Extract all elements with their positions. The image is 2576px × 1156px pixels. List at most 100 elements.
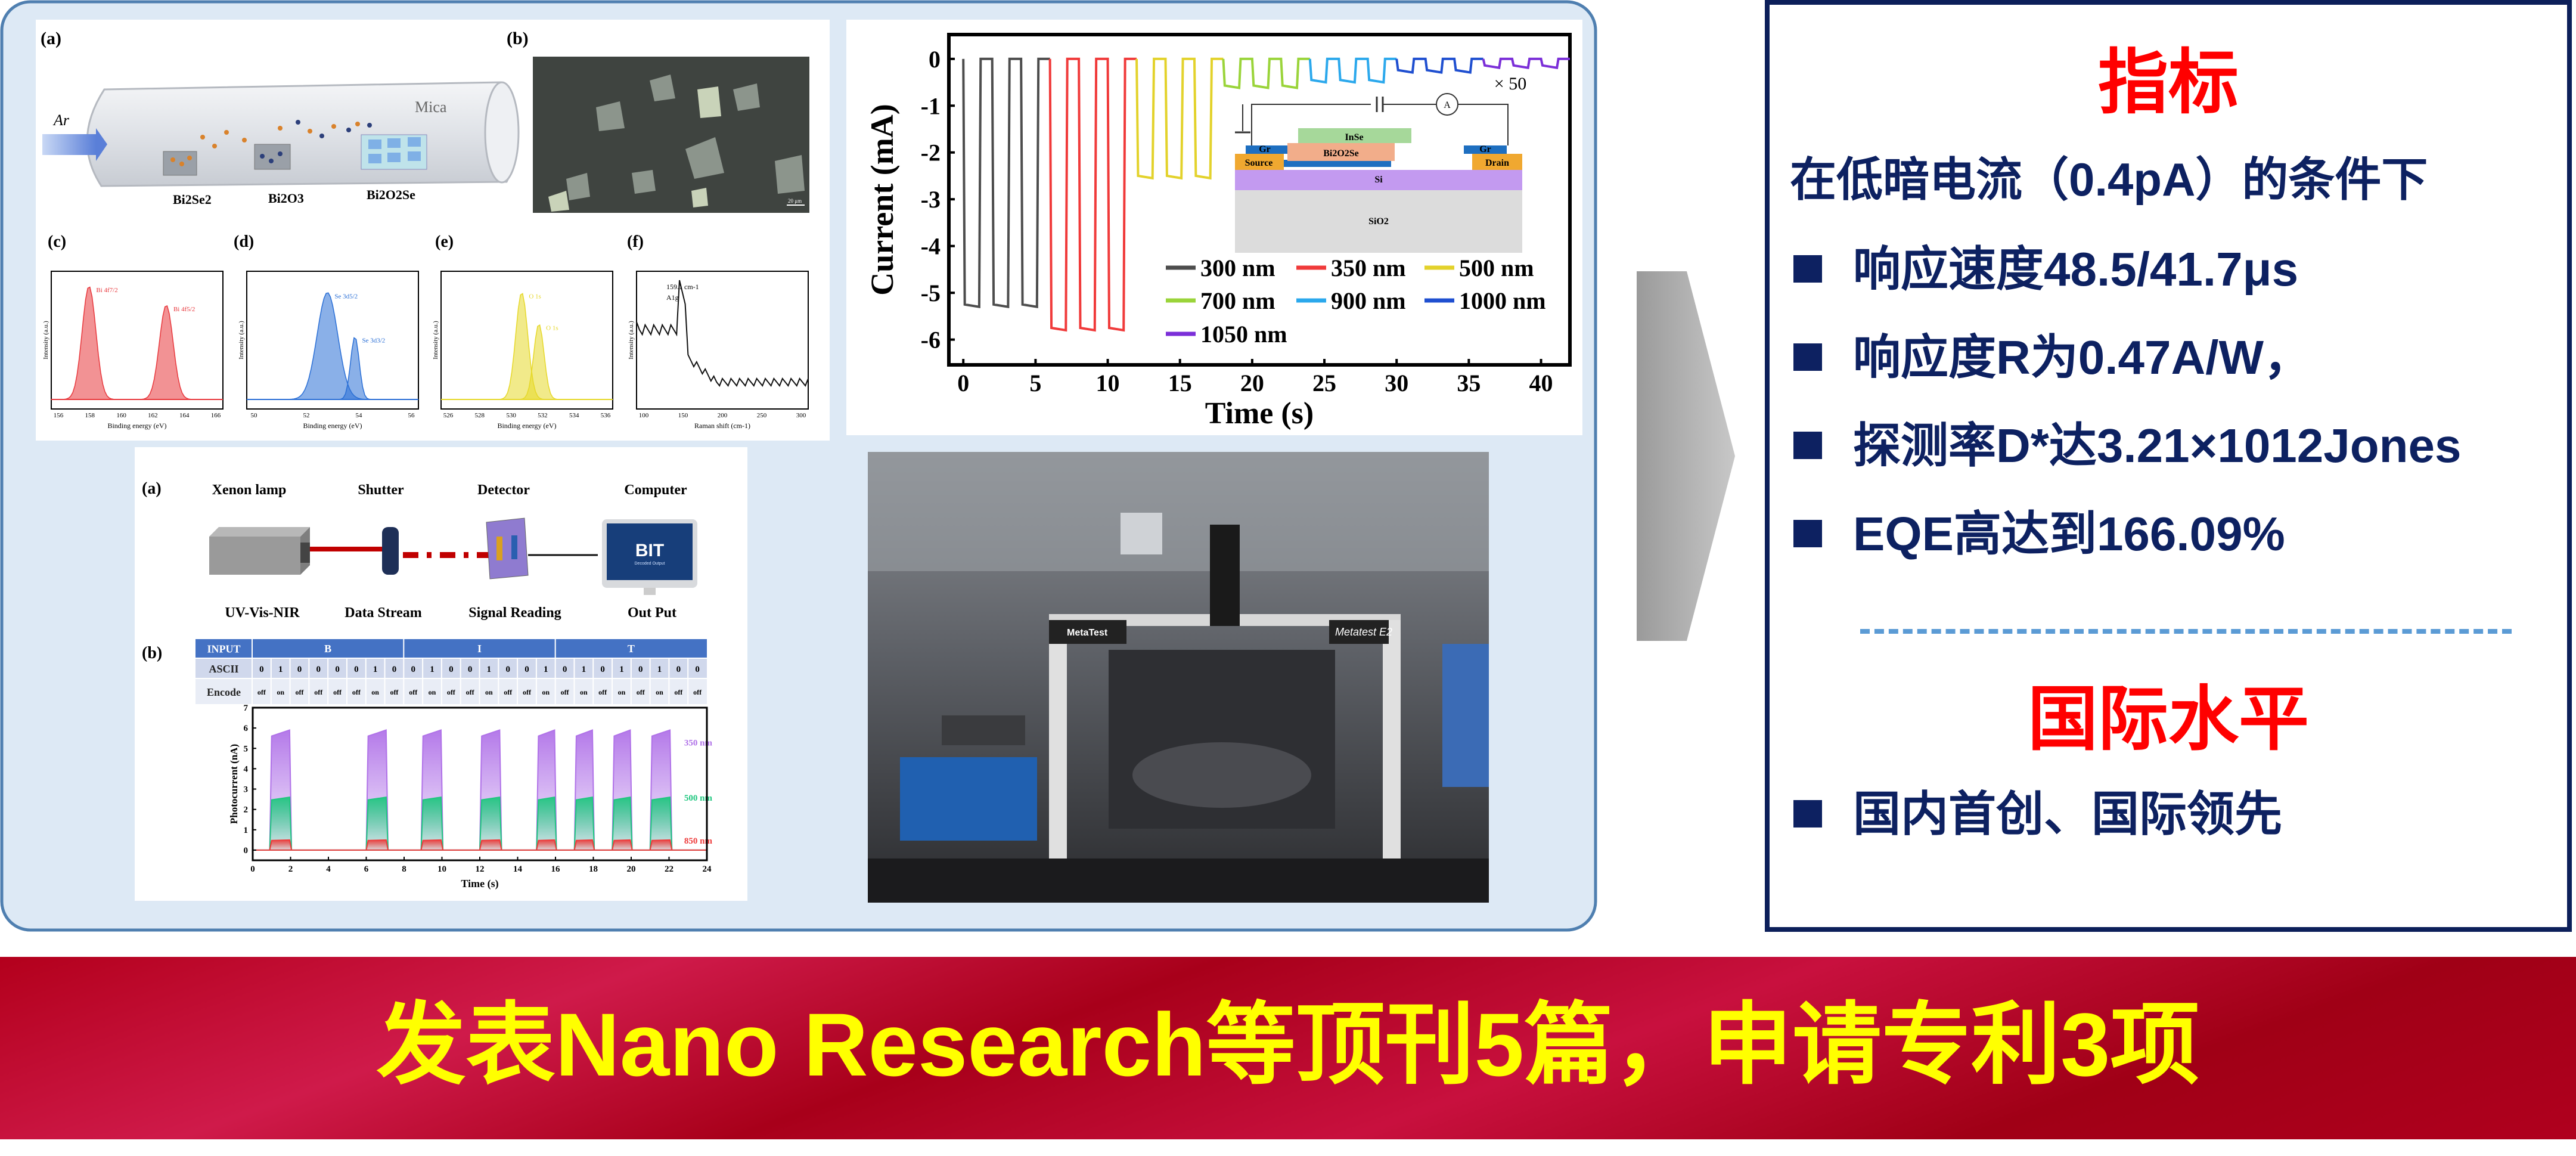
panel-label-b: (b) bbox=[142, 644, 162, 662]
table-encode-cell: on bbox=[656, 688, 663, 696]
mini-tick-label: 158 bbox=[85, 412, 95, 419]
xps-peak bbox=[441, 324, 613, 400]
panel-label: (f) bbox=[627, 233, 644, 251]
metrics-panel: 指标 在低暗电流（0.4pA）的条件下 响应速度48.5/41.7μs 响应度R… bbox=[1765, 0, 2572, 932]
y-tick-label: 2 bbox=[244, 805, 249, 815]
mini-tick-label: 250 bbox=[757, 412, 767, 419]
x-tick-label: 24 bbox=[703, 864, 712, 874]
inset-layer-label: SiO2 bbox=[1368, 216, 1389, 227]
table-encode-cell: on bbox=[485, 688, 493, 696]
mini-tick-label: 156 bbox=[54, 412, 64, 419]
panel-label: (c) bbox=[48, 233, 66, 251]
arrow-right-icon bbox=[1637, 271, 1735, 641]
xps-peak bbox=[247, 337, 418, 400]
table-header-row bbox=[195, 639, 707, 658]
peak-label: O 1s bbox=[546, 324, 558, 331]
metric-text: EQE高达到166.09% bbox=[1853, 507, 2285, 560]
x-tick-label: 2 bbox=[288, 864, 293, 874]
mini-tick-label: 50 bbox=[251, 412, 258, 419]
banner-text: 发表Nano Research等顶刊5篇，申请专利3项 bbox=[376, 994, 2200, 1095]
inset-drain bbox=[1472, 154, 1522, 170]
table-bit-cell: 0 bbox=[638, 665, 643, 674]
mini-tick-label: 160 bbox=[116, 412, 126, 419]
table-bit-cell: 0 bbox=[449, 665, 454, 674]
ammeter-icon bbox=[1436, 93, 1458, 116]
metric-text: 响应度R为0.47A/W， bbox=[1853, 331, 2311, 384]
y-tick-label: 5 bbox=[244, 744, 249, 754]
scale-annotation: × 50 bbox=[1494, 74, 1526, 94]
y-tick-label: 3 bbox=[244, 785, 249, 795]
component-label: Detector bbox=[477, 482, 530, 498]
y-tick-label: 7 bbox=[244, 703, 249, 713]
table-bit-cell: 0 bbox=[411, 665, 415, 674]
x-tick-label: 14 bbox=[513, 864, 523, 874]
mini-tick-label: 54 bbox=[356, 412, 363, 419]
mini-y-label: Intensity (a.u.) bbox=[42, 321, 49, 359]
x-tick-label: 10 bbox=[437, 864, 446, 874]
photoresponse-chart: A InSe Bi2O2Se Gr Gr Source Drain Si SiO2 0 5 10 15 2… bbox=[846, 20, 1582, 435]
series-label: 350 nm bbox=[684, 739, 713, 748]
metric-text: 响应速度48.5/41.7μs bbox=[1853, 243, 2299, 296]
component-label: Shutter bbox=[358, 482, 404, 498]
mini-tick-label: 56 bbox=[408, 412, 415, 419]
y-tick-label: -1 bbox=[921, 92, 941, 119]
y-tick-label: -6 bbox=[921, 327, 941, 354]
scale-bar-label: 20 μm bbox=[788, 198, 802, 204]
inset-inse bbox=[1298, 128, 1411, 143]
x-tick-label: 20 bbox=[627, 864, 636, 874]
table-encode-cell: off bbox=[447, 688, 456, 696]
table-bit-cell: 1 bbox=[544, 665, 548, 674]
metric-text: 探测率D*达3.21×1012Jones bbox=[1853, 419, 2462, 472]
mini-tick-label: 150 bbox=[678, 412, 688, 419]
table-bit-cell: 1 bbox=[487, 665, 492, 674]
peak-label: Bi 4f5/2 bbox=[173, 306, 195, 313]
table-bit-cell: 0 bbox=[695, 665, 700, 674]
mini-plot-frame bbox=[51, 271, 224, 410]
series-line bbox=[1222, 57, 1310, 89]
table-row-header: Encode bbox=[207, 686, 241, 698]
series-line bbox=[1048, 57, 1137, 332]
series-area bbox=[253, 839, 707, 851]
xps-raman-plots: (c) 156 158 160 162 164 166 Binding energy (eV)… bbox=[42, 233, 809, 430]
series-line bbox=[1482, 57, 1570, 70]
table-bit-cell: 0 bbox=[335, 665, 340, 674]
mini-tick-label: 164 bbox=[179, 412, 190, 419]
table-row-header: ASCII bbox=[209, 663, 238, 675]
optical-micrograph: 20 μm bbox=[533, 57, 809, 213]
table-bit-cell: 1 bbox=[619, 665, 624, 674]
legend-label: 700 nm bbox=[1200, 287, 1275, 314]
table-bit-cell: 1 bbox=[657, 665, 662, 674]
table-bit-cell: 0 bbox=[354, 665, 359, 674]
mini-tick-label: 52 bbox=[303, 412, 310, 419]
inset-layer-label: Drain bbox=[1485, 158, 1509, 168]
x-tick-label: 0 bbox=[957, 370, 969, 396]
legend-label: 1050 nm bbox=[1200, 321, 1287, 348]
detector-illustration bbox=[486, 517, 529, 579]
substrate-label: Mica bbox=[415, 98, 447, 116]
photo-model-label: Metatest E2 bbox=[1335, 626, 1392, 638]
level-text: 国内首创、国际领先 bbox=[1853, 788, 2282, 841]
cvd-tube-illustration: Ar Mica Bi2Se2 Bi2O3 Bi2O2Se bbox=[42, 81, 520, 207]
shutter-illustration bbox=[382, 527, 399, 575]
series-line bbox=[1395, 57, 1483, 74]
mini-x-label: Binding energy (eV) bbox=[303, 422, 362, 430]
gas-label: Ar bbox=[52, 111, 70, 129]
mini-tick-label: 162 bbox=[148, 412, 158, 419]
level-title: 国际水平 bbox=[2027, 680, 2309, 759]
table-encode-cell: off bbox=[257, 688, 266, 696]
mini-x-label: Binding energy (eV) bbox=[107, 422, 166, 430]
x-tick-label: 25 bbox=[1312, 370, 1336, 396]
x-tick-label: 12 bbox=[476, 864, 485, 874]
x-axis-label: Time (s) bbox=[1205, 396, 1314, 430]
source-label: Bi2Se2 bbox=[173, 192, 212, 207]
x-tick-label: 0 bbox=[250, 864, 255, 874]
y-axis-label: Current (mA) bbox=[864, 104, 900, 295]
mini-y-label: Intensity (a.u.) bbox=[628, 321, 635, 359]
monitor-text: BIT bbox=[635, 541, 664, 560]
mini-tick-label: 300 bbox=[796, 412, 806, 419]
peak-label: A1g bbox=[666, 293, 679, 302]
y-tick-label: -2 bbox=[921, 140, 941, 166]
table-bit-cell: 0 bbox=[524, 665, 529, 674]
table-encode-cell: off bbox=[637, 688, 645, 696]
table-encode-cell: on bbox=[580, 688, 588, 696]
